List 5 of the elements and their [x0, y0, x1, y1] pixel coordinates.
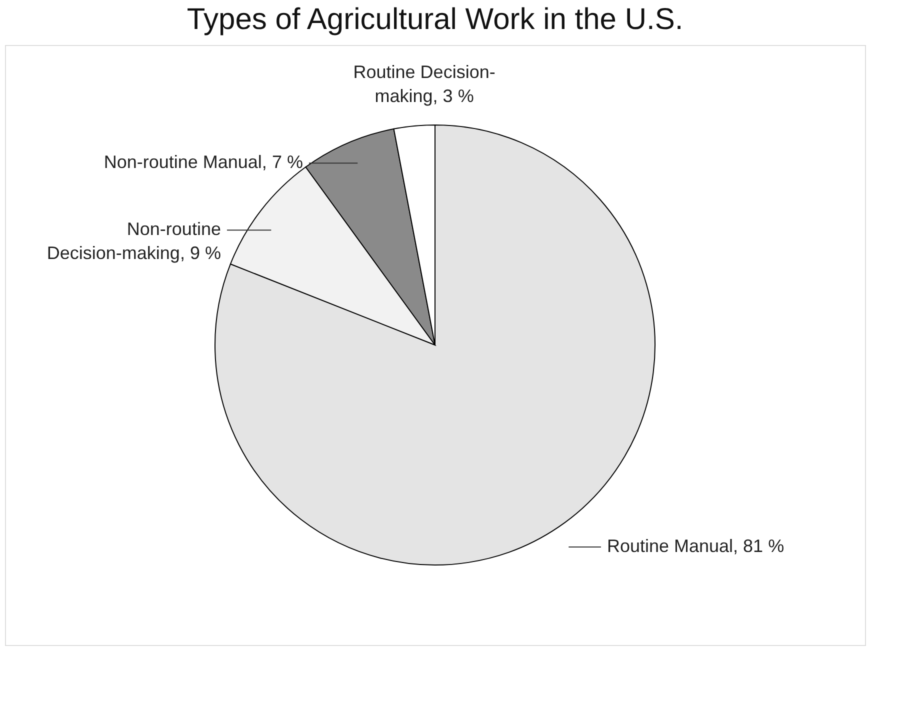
chart-title: Types of Agricultural Work in the U.S.: [186, 3, 684, 36]
slice-label: Routine Decision-making, 3 %: [353, 62, 496, 106]
slice-label: Routine Manual, 81 %: [606, 536, 784, 556]
slice-label: Non-routine Decision-making, 9 %: [46, 219, 221, 264]
slice-label: Non-routine Manual, 7 %: [104, 152, 303, 172]
